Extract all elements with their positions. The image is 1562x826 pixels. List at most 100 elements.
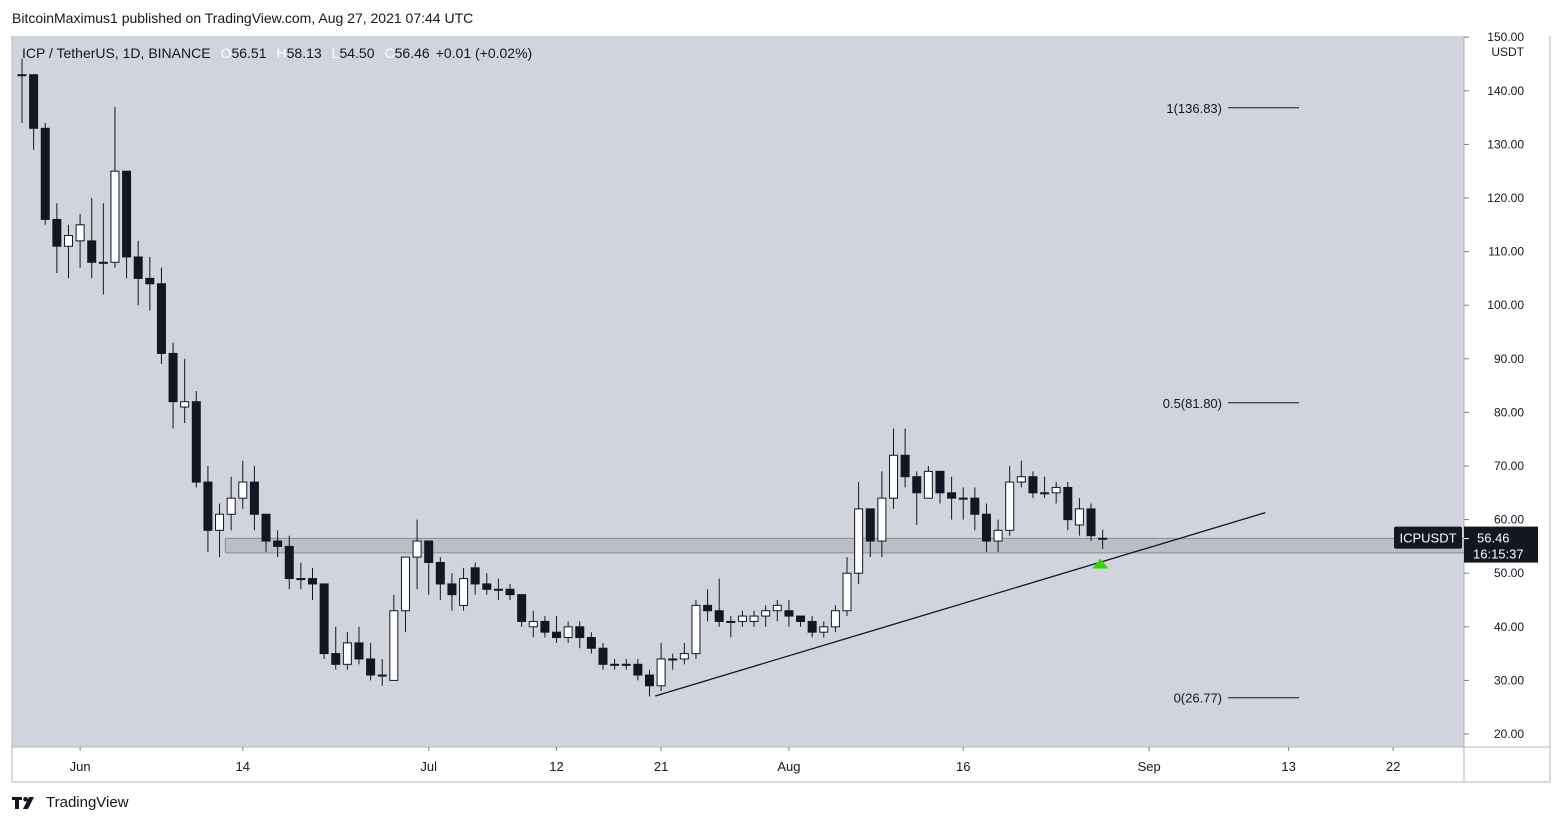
- candle-body: [633, 663, 643, 676]
- legend-c-value: 56.46: [395, 45, 430, 61]
- legend-l-label: L: [332, 45, 340, 61]
- candle-body: [284, 545, 294, 580]
- legend-l-value: 54.50: [339, 45, 374, 61]
- candle-body: [1028, 476, 1038, 494]
- plot-background: [12, 36, 1464, 747]
- countdown-timer: 16:15:37: [1473, 547, 1524, 562]
- candle-body: [575, 626, 585, 639]
- candle-body: [133, 256, 143, 279]
- candle-body: [877, 497, 887, 542]
- candle-body: [1005, 481, 1015, 531]
- x-tick-label: Jul: [420, 759, 437, 774]
- candle-body: [586, 637, 596, 649]
- candle-body: [482, 583, 492, 590]
- fib-level-label: 0(26.77): [1174, 691, 1222, 706]
- candle-body: [656, 658, 666, 687]
- candle-body: [319, 583, 329, 655]
- candle-body: [447, 583, 457, 596]
- candle-body: [737, 615, 747, 622]
- candle-body: [528, 620, 538, 628]
- y-tick-label: 50.00: [1494, 566, 1524, 580]
- ohlc-legend: ICP / TetherUS, 1D, BINANCE O56.51 H58.13 L…: [22, 45, 532, 61]
- candle-body: [1086, 508, 1096, 537]
- fib-level-label: 1(136.83): [1166, 101, 1222, 116]
- candle-body: [598, 647, 608, 665]
- tradingview-logo-icon: [12, 796, 34, 809]
- candle-body: [1040, 492, 1050, 495]
- y-tick-label: 70.00: [1494, 459, 1524, 473]
- candle-body: [493, 588, 503, 591]
- candle-body: [366, 658, 376, 676]
- symbol-tag: [1394, 526, 1462, 549]
- price-axis-panel: [1464, 36, 1550, 747]
- candle-body: [261, 513, 271, 542]
- x-tick-label: 16: [956, 759, 970, 774]
- candle-body: [958, 497, 968, 500]
- candle-body: [796, 615, 806, 622]
- y-tick-label: 140.00: [1487, 84, 1524, 98]
- candle-body: [854, 508, 864, 574]
- x-tick-label: Sep: [1138, 759, 1161, 774]
- legend-symbol: ICP / TetherUS, 1D, BINANCE: [22, 45, 211, 61]
- candle-body: [40, 127, 50, 220]
- y-tick-label: 130.00: [1487, 137, 1524, 151]
- candle-body: [935, 470, 945, 494]
- legend-o-label: O: [221, 45, 232, 61]
- candle-body: [900, 454, 910, 478]
- y-tick-label: 80.00: [1494, 405, 1524, 419]
- y-tick-label: 120.00: [1487, 191, 1524, 205]
- candle-body: [424, 540, 434, 563]
- candle-body: [993, 529, 1003, 542]
- candle-body: [923, 470, 933, 499]
- x-tick-label: Jun: [70, 759, 91, 774]
- candle-body: [342, 642, 352, 665]
- y-tick-label: 150.00: [1487, 30, 1524, 44]
- candle-body: [389, 610, 399, 681]
- candle-body: [180, 401, 190, 408]
- candle-body: [412, 540, 422, 558]
- candle-body: [819, 626, 829, 633]
- candle-body: [540, 620, 550, 633]
- x-tick-label: 14: [236, 759, 250, 774]
- candle-body: [249, 481, 259, 515]
- legend-h-value: 58.13: [287, 45, 322, 61]
- legend-o-value: 56.51: [231, 45, 266, 61]
- y-tick-label: 110.00: [1488, 245, 1524, 259]
- x-tick-label: 21: [654, 759, 668, 774]
- candle-body: [156, 283, 166, 354]
- candle-body: [145, 277, 155, 285]
- candle-body: [749, 615, 759, 622]
- legend-change: +0.01 (+0.02%): [436, 45, 533, 61]
- candle-body: [226, 497, 236, 515]
- candle-body: [400, 556, 410, 612]
- footer-brand: TradingView: [46, 794, 129, 811]
- y-tick-label: 90.00: [1494, 352, 1524, 366]
- y-tick-label: 40.00: [1494, 620, 1524, 634]
- candle-body: [1051, 486, 1061, 494]
- candle-body: [435, 561, 445, 585]
- candle-body: [889, 454, 898, 499]
- candle-body: [191, 401, 201, 483]
- candle-body: [87, 240, 97, 263]
- candle-body: [714, 610, 724, 622]
- candle-body: [830, 610, 840, 628]
- candle-body: [203, 481, 213, 531]
- candle-body: [726, 620, 736, 623]
- candle-body: [296, 578, 306, 581]
- candle-body: [970, 497, 980, 515]
- candle-body: [761, 610, 771, 617]
- candle-body: [807, 620, 817, 633]
- candle-body: [784, 610, 794, 617]
- candle-body: [679, 653, 689, 660]
- candle-body: [470, 567, 480, 585]
- candle-body: [238, 481, 248, 499]
- candle-body: [215, 513, 225, 531]
- footer: TradingView: [12, 794, 129, 811]
- candle-body: [98, 261, 108, 264]
- ascending-trendline: [655, 512, 1266, 697]
- candle-body: [691, 604, 701, 655]
- last-price-value: 56.46: [1477, 531, 1510, 546]
- candle-body: [459, 578, 469, 606]
- candle-body: [1016, 476, 1026, 483]
